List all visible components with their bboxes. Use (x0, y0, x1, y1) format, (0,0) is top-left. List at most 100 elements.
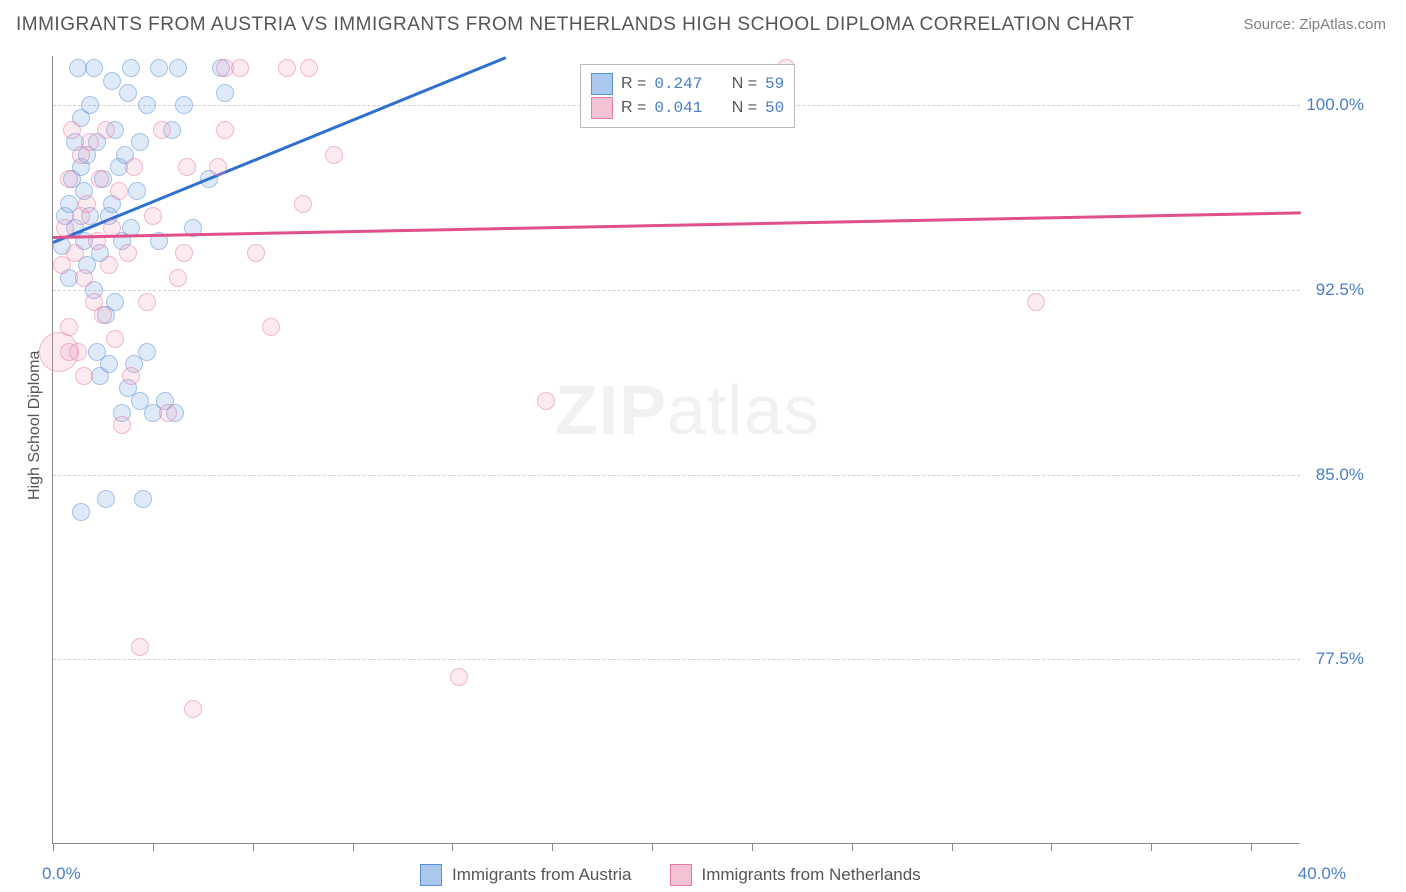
scatter-point (122, 59, 140, 77)
source-label: Source: ZipAtlas.com (1243, 16, 1386, 33)
scatter-point (169, 269, 187, 287)
x-tick (53, 843, 54, 851)
stats-legend: R = 0.247 N = 59R = 0.041 N = 50 (580, 64, 795, 128)
scatter-point (131, 638, 149, 656)
scatter-point (262, 318, 280, 336)
x-tick (1051, 843, 1052, 851)
scatter-point (144, 207, 162, 225)
x-max-label: 40.0% (1298, 864, 1346, 884)
legend-n-value: 59 (765, 75, 784, 93)
scatter-point (138, 96, 156, 114)
scatter-point (91, 170, 109, 188)
x-tick (752, 843, 753, 851)
scatter-point (100, 256, 118, 274)
legend-r-value: 0.247 (654, 75, 702, 93)
y-tick-label: 77.5% (1316, 649, 1364, 669)
scatter-point (63, 121, 81, 139)
x-tick (452, 843, 453, 851)
x-tick (552, 843, 553, 851)
x-tick (652, 843, 653, 851)
scatter-point (325, 146, 343, 164)
x-tick (253, 843, 254, 851)
scatter-point (125, 158, 143, 176)
scatter-point (75, 269, 93, 287)
scatter-point (294, 195, 312, 213)
scatter-point (72, 503, 90, 521)
scatter-point (85, 59, 103, 77)
scatter-point (537, 392, 555, 410)
legend-r-label: R = (621, 75, 646, 93)
y-tick-label: 100.0% (1306, 95, 1364, 115)
scatter-point (128, 182, 146, 200)
legend-n-value: 50 (765, 99, 784, 117)
legend-swatch (420, 864, 442, 886)
gridline-h (53, 659, 1300, 660)
scatter-point (153, 121, 171, 139)
scatter-point (247, 244, 265, 262)
x-tick (353, 843, 354, 851)
legend-swatch (591, 73, 613, 95)
scatter-point (122, 367, 140, 385)
legend-r-label: R = (621, 99, 646, 117)
scatter-point (66, 244, 84, 262)
gridline-h (53, 290, 1300, 291)
legend-r-value: 0.041 (654, 99, 702, 117)
scatter-point (81, 96, 99, 114)
legend-n-label: N = (732, 75, 757, 93)
trendline (53, 211, 1301, 238)
stats-legend-row: R = 0.041 N = 50 (591, 97, 784, 119)
x-tick (952, 843, 953, 851)
scatter-point (97, 121, 115, 139)
scatter-point (1027, 293, 1045, 311)
legend-series-label: Immigrants from Austria (452, 865, 632, 885)
scatter-point (278, 59, 296, 77)
scatter-point (175, 244, 193, 262)
scatter-point (169, 59, 187, 77)
scatter-point (60, 170, 78, 188)
scatter-point (97, 490, 115, 508)
scatter-point (103, 72, 121, 90)
scatter-point (231, 59, 249, 77)
scatter-point (100, 355, 118, 373)
stats-legend-row: R = 0.247 N = 59 (591, 73, 784, 95)
scatter-point (78, 195, 96, 213)
gridline-h (53, 475, 1300, 476)
scatter-point (119, 84, 137, 102)
scatter-point (81, 133, 99, 151)
scatter-point (75, 367, 93, 385)
scatter-point (138, 343, 156, 361)
scatter-point (450, 668, 468, 686)
legend-swatch (670, 864, 692, 886)
scatter-point (150, 59, 168, 77)
bottom-legend: Immigrants from Austria Immigrants from N… (420, 864, 949, 886)
scatter-point (184, 700, 202, 718)
plot-area (52, 56, 1300, 844)
scatter-point (113, 416, 131, 434)
scatter-point (138, 293, 156, 311)
scatter-point (216, 84, 234, 102)
scatter-point (216, 121, 234, 139)
scatter-point (178, 158, 196, 176)
y-tick-label: 92.5% (1316, 280, 1364, 300)
scatter-point (175, 96, 193, 114)
chart-title: IMMIGRANTS FROM AUSTRIA VS IMMIGRANTS FR… (16, 14, 1134, 36)
scatter-point (131, 133, 149, 151)
x-tick (1151, 843, 1152, 851)
scatter-point (134, 490, 152, 508)
scatter-point (106, 330, 124, 348)
legend-series-label: Immigrants from Netherlands (702, 865, 921, 885)
y-axis-label: High School Diploma (26, 351, 44, 500)
legend-n-label: N = (732, 99, 757, 117)
scatter-point (300, 59, 318, 77)
scatter-point (94, 306, 112, 324)
x-tick (852, 843, 853, 851)
scatter-point (159, 404, 177, 422)
x-tick (153, 843, 154, 851)
y-tick-label: 85.0% (1316, 465, 1364, 485)
scatter-point-large (39, 332, 79, 372)
legend-swatch (591, 97, 613, 119)
scatter-point (119, 244, 137, 262)
scatter-point (110, 182, 128, 200)
scatter-point (209, 158, 227, 176)
x-tick (1251, 843, 1252, 851)
